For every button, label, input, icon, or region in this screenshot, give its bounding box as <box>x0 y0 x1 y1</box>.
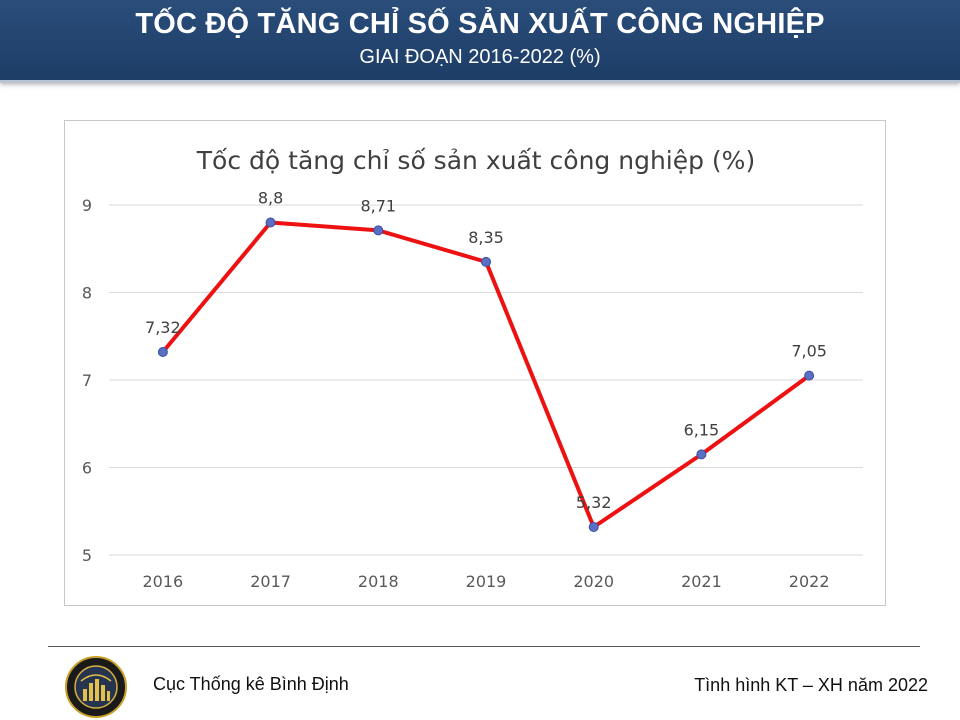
footer-divider <box>48 646 920 647</box>
data-point <box>265 217 276 228</box>
title-banner: TỐC ĐỘ TĂNG CHỈ SỐ SẢN XUẤT CÔNG NGHIỆP … <box>0 0 960 83</box>
x-tick-label: 2017 <box>250 572 291 591</box>
series-markers <box>157 217 815 532</box>
x-tick-label: 2022 <box>789 572 830 591</box>
gridlines <box>109 204 863 556</box>
statistics-office-emblem-icon <box>65 656 127 718</box>
x-tick-label: 2021 <box>681 572 722 591</box>
agency-name: Cục Thống kê Bình Định <box>153 674 349 694</box>
data-point <box>157 347 168 357</box>
series-line <box>161 220 811 529</box>
y-tick-label: 8 <box>82 284 92 303</box>
data-label: 8,35 <box>468 228 504 247</box>
y-tick-label: 5 <box>82 546 92 565</box>
chart-title: Tốc độ tăng chỉ số sản xuất công nghiệp … <box>196 146 755 175</box>
data-labels: 7,32 8,8 8,71 8,35 5,32 6,15 7,05 <box>145 189 827 513</box>
y-tick-label: 7 <box>82 371 92 390</box>
y-axis-ticks: 5 6 7 8 9 <box>82 196 92 565</box>
data-label: 8,71 <box>360 196 396 215</box>
chart-frame: Tốc độ tăng chỉ số sản xuất công nghiệp … <box>64 120 886 606</box>
data-point <box>804 370 815 381</box>
y-tick-label: 6 <box>82 459 92 478</box>
data-point <box>373 225 384 236</box>
report-title: Tình hình KT – XH năm 2022 <box>694 675 928 695</box>
line-chart: Tốc độ tăng chỉ số sản xuất công nghiệp … <box>82 146 863 591</box>
data-label: 5,32 <box>576 493 612 512</box>
x-tick-label: 2018 <box>358 572 399 591</box>
series-line-path <box>161 220 811 529</box>
x-axis-ticks: 2016 2017 2018 2019 2020 2021 2022 <box>142 572 829 591</box>
data-point <box>696 449 707 460</box>
data-point <box>481 256 491 267</box>
x-tick-label: 2020 <box>573 572 614 591</box>
page-subtitle: GIAI ĐOẠN 2016-2022 (%) <box>359 46 601 68</box>
data-label: 7,32 <box>145 318 181 337</box>
data-label: 7,05 <box>791 342 827 361</box>
data-label: 6,15 <box>684 420 720 439</box>
data-point <box>588 522 599 532</box>
x-tick-label: 2016 <box>142 572 183 591</box>
data-label: 8,8 <box>258 189 283 208</box>
x-tick-label: 2019 <box>466 572 507 591</box>
y-tick-label: 9 <box>82 196 92 215</box>
page-title: TỐC ĐỘ TĂNG CHỈ SỐ SẢN XUẤT CÔNG NGHIỆP <box>135 8 825 40</box>
